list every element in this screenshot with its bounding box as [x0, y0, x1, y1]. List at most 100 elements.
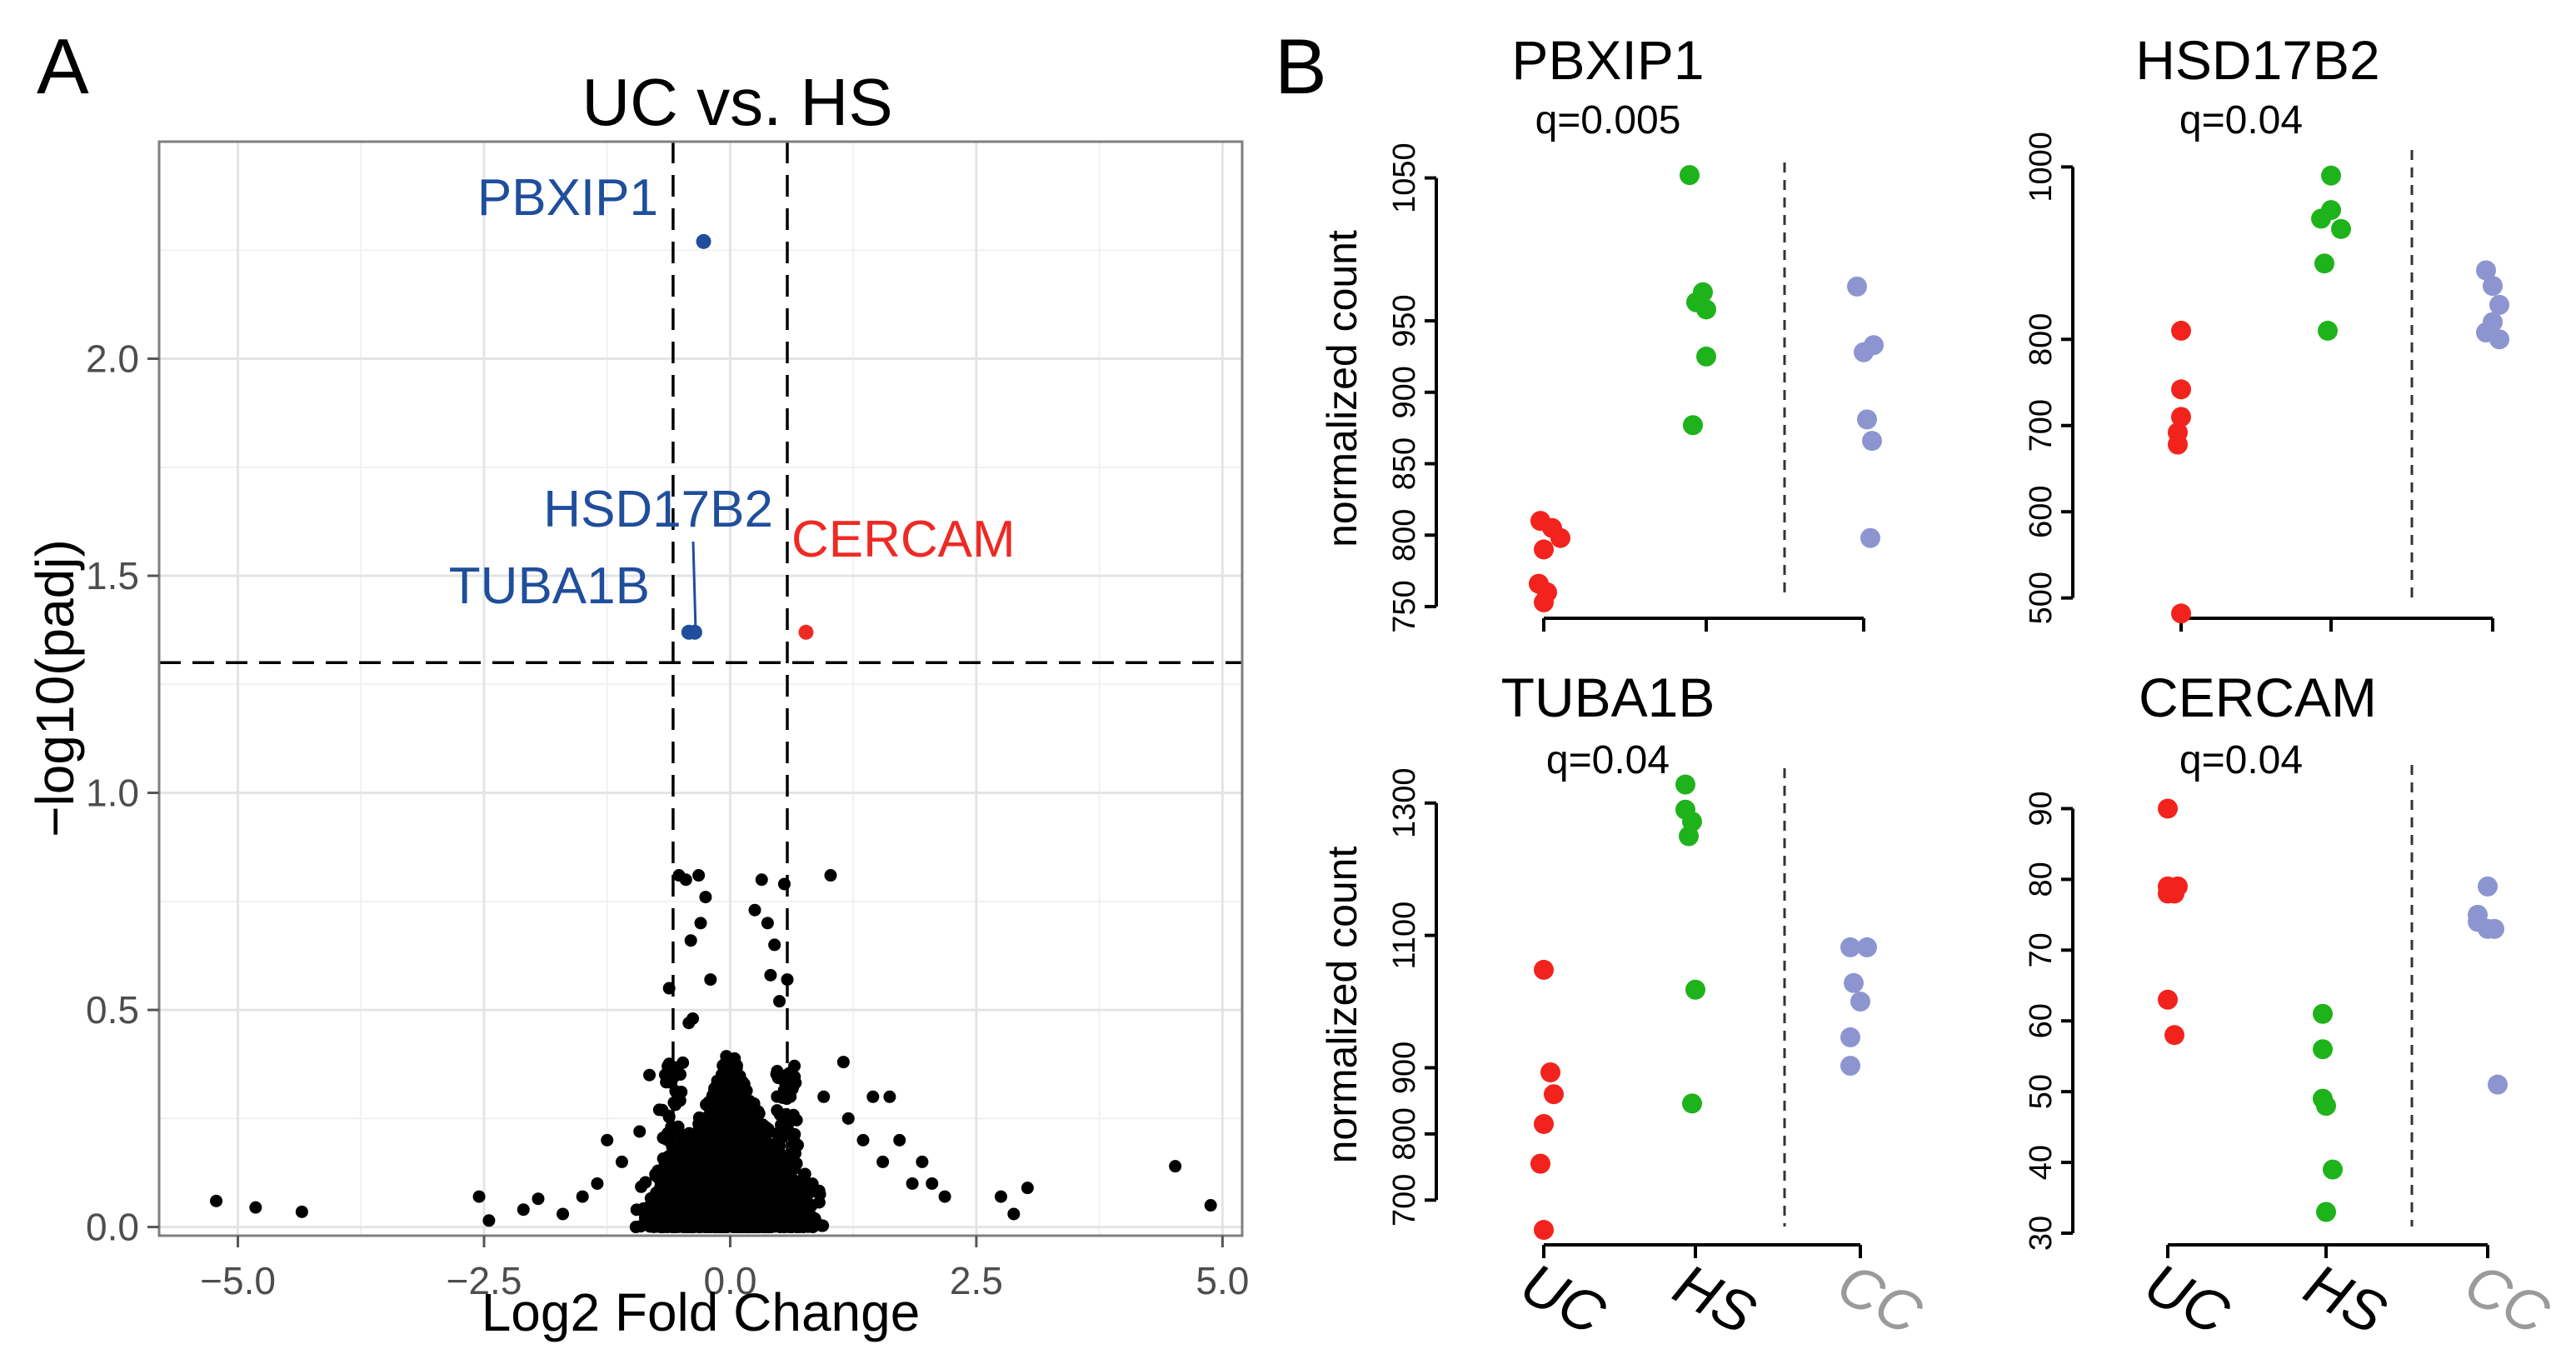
y-tick-label: 90	[2024, 791, 2059, 826]
sample-point	[2168, 434, 2188, 455]
y-tick-label: 1050	[1387, 142, 1422, 213]
gene-point	[719, 1173, 732, 1187]
gene-point	[658, 1068, 671, 1082]
gene-point	[675, 1137, 688, 1151]
gene-point	[643, 1068, 656, 1082]
dot-plot-title: PBXIP1	[1511, 29, 1704, 91]
gene-point	[751, 1158, 765, 1172]
sample-point	[2171, 603, 2191, 624]
volcano-x-axis: −5.0 −2.5 0.0 2.5 5.0	[200, 1236, 1249, 1302]
gene-point	[690, 1142, 703, 1156]
sample-point	[1850, 992, 1870, 1012]
volcano-y-axis-label: −log10(padj)	[25, 539, 85, 837]
gene-point	[576, 1190, 589, 1203]
gene-point	[938, 1190, 951, 1203]
y-tick-label: 950	[1387, 294, 1422, 347]
x-category-label: UC	[1510, 1251, 1615, 1348]
sample-point	[1862, 431, 1882, 452]
gene-point	[704, 973, 717, 987]
sample-point	[1534, 1113, 1554, 1134]
gene-label-leader	[691, 541, 697, 626]
volcano-plot-area	[159, 142, 1242, 1236]
gene-point	[472, 1190, 486, 1203]
gene-point	[249, 1201, 262, 1214]
gene-point	[676, 1177, 690, 1190]
sample-point	[1680, 165, 1700, 186]
gene-point	[744, 1106, 757, 1119]
y-tick-label: 2.0	[86, 337, 139, 381]
y-axis-label: normalized count	[1319, 847, 1365, 1164]
gene-point	[758, 1202, 771, 1215]
gene-point	[1021, 1182, 1034, 1195]
y-tick-label: 1000	[2024, 132, 2059, 202]
sample-point	[1675, 774, 1695, 795]
x-category-label: HS	[2294, 1252, 2396, 1347]
gene-point	[655, 1196, 668, 1209]
highlighted-gene-point	[696, 233, 711, 249]
gene-point	[665, 1173, 678, 1187]
gene-point	[754, 1122, 767, 1136]
y-tick-label: 80	[2024, 862, 2059, 897]
dot-plot-q-value: q=0.005	[1535, 98, 1681, 142]
y-tick-label: 50	[2024, 1074, 2059, 1109]
gene-point	[773, 995, 786, 1008]
y-tick-label: 1.5	[86, 554, 139, 597]
gene-point	[817, 1090, 831, 1103]
sample-point	[1840, 1027, 1860, 1047]
y-tick-label: 30	[2024, 1216, 2059, 1251]
gene-point	[866, 1090, 880, 1103]
dot-plot-pbxip1: PBXIP1 q=0.005 750 800 850 900 950 1050 normaliz…	[1319, 29, 1884, 633]
gene-point	[704, 1144, 717, 1157]
gene-point	[726, 1140, 740, 1153]
gene-point	[776, 1109, 789, 1122]
sample-point	[2321, 165, 2341, 186]
gene-point	[719, 1119, 732, 1132]
y-tick-label: 40	[2024, 1145, 2059, 1180]
gene-point	[786, 1082, 799, 1096]
gene-point	[731, 1159, 744, 1172]
volcano-y-axis: 0.0 0.5 1.0 1.5 2.0	[86, 337, 159, 1249]
sample-point	[2314, 253, 2334, 274]
gene-point	[701, 1219, 715, 1232]
sample-point	[2158, 798, 2178, 819]
sample-point	[2331, 218, 2351, 239]
gene-point	[700, 1098, 713, 1112]
gene-point	[674, 1068, 687, 1082]
highlighted-gene-point	[798, 624, 814, 640]
gene-point	[781, 1171, 794, 1184]
sample-point	[2489, 329, 2509, 350]
dot-plot-title: HSD17B2	[2135, 29, 2380, 91]
sample-point	[2318, 320, 2338, 341]
gene-point	[640, 1202, 653, 1215]
gene-point	[789, 1219, 802, 1232]
x-tick-label: 5.0	[1196, 1259, 1249, 1302]
sample-point	[1550, 527, 1570, 548]
dot-plot-q-value: q=0.04	[1546, 738, 1670, 782]
gene-point	[695, 1132, 708, 1146]
gene-point	[805, 1217, 818, 1230]
gene-point	[781, 1188, 795, 1202]
gene-point	[659, 1159, 672, 1172]
gene-point	[742, 1218, 756, 1232]
gene-point	[741, 1143, 755, 1157]
y-tick-label: 800	[1387, 509, 1422, 562]
sample-point	[2171, 407, 2191, 427]
y-tick-label: 750	[1387, 580, 1422, 632]
gene-point	[662, 982, 676, 995]
sample-point	[1682, 1093, 1702, 1114]
volcano-threshold-lines	[159, 142, 1242, 1236]
x-tick-label: −5.0	[200, 1259, 276, 1302]
gene-point	[876, 1155, 890, 1168]
y-axis-label: normalized count	[1319, 230, 1365, 547]
volcano-x-axis-label: Log2 Fold Change	[482, 1282, 921, 1342]
gene-point	[692, 1121, 706, 1134]
gene-label: CERCAM	[791, 511, 1016, 568]
gene-point	[670, 1161, 683, 1174]
sample-point	[2484, 918, 2504, 939]
gene-point	[716, 1158, 730, 1172]
gene-point	[730, 1061, 743, 1074]
gene-point	[615, 1155, 628, 1168]
gene-point	[726, 1093, 740, 1107]
gene-point	[732, 1105, 746, 1118]
